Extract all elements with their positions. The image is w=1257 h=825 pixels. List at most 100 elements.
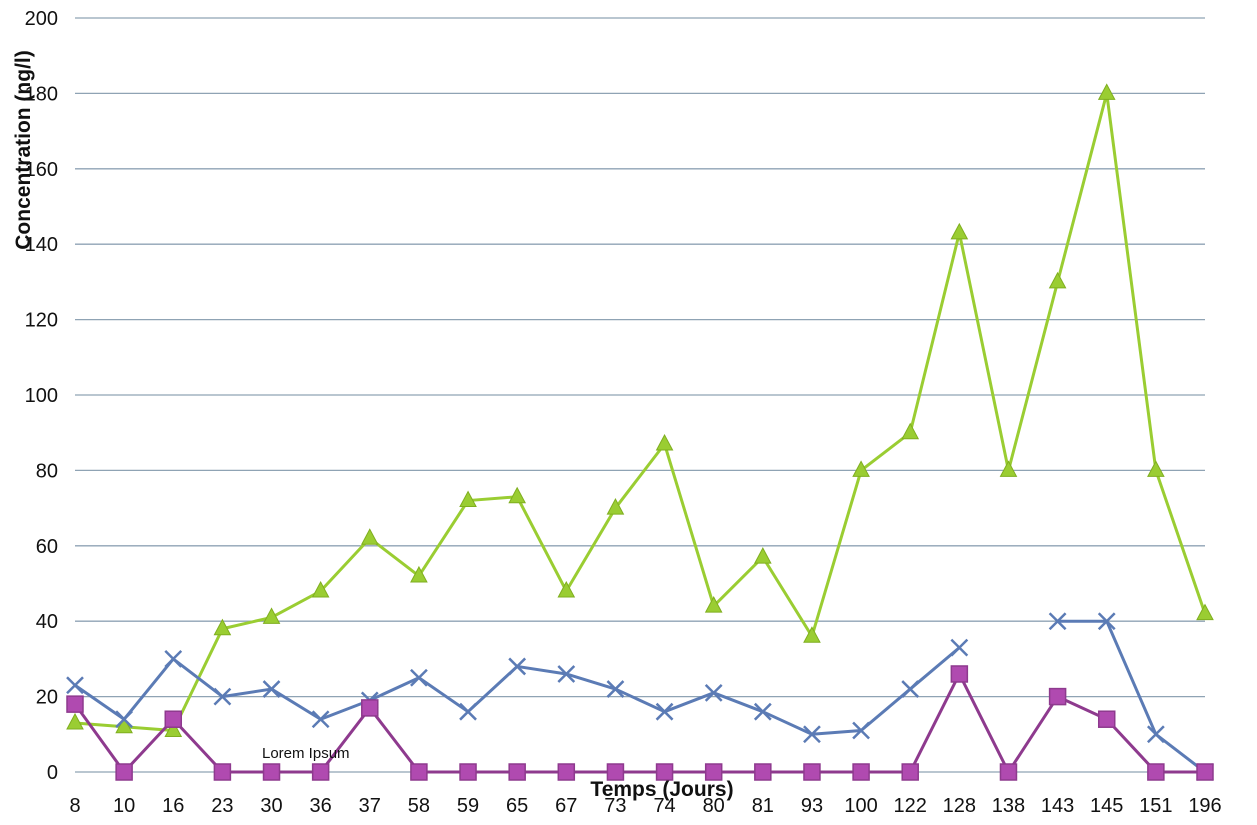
data-point <box>1146 725 1165 744</box>
data-point <box>557 580 576 598</box>
data-point <box>1147 763 1165 781</box>
data-point <box>311 710 330 729</box>
data-point <box>1097 83 1116 100</box>
x-tick-label: 73 <box>604 795 626 817</box>
data-point <box>655 702 674 721</box>
data-point <box>213 618 232 636</box>
data-point <box>606 680 625 698</box>
data-point <box>753 702 772 721</box>
data-point <box>655 433 674 451</box>
data-point <box>999 763 1018 781</box>
x-tick-label: 8 <box>69 795 80 817</box>
series-line <box>74 91 1207 733</box>
data-point <box>115 763 133 781</box>
data-point <box>262 607 281 624</box>
y-axis-title: Concentration (ng/l) <box>12 50 35 249</box>
x-tick-label: 151 <box>1139 795 1172 817</box>
data-point <box>213 687 232 706</box>
x-tick-label: 58 <box>408 795 430 817</box>
x-tick-label: 10 <box>113 795 135 817</box>
data-point <box>508 657 527 676</box>
data-point <box>361 699 379 717</box>
data-point <box>311 580 330 598</box>
x-tick-label: 128 <box>943 795 976 817</box>
x-tick-label: 16 <box>162 795 184 817</box>
data-point <box>852 763 870 781</box>
data-point <box>164 650 183 668</box>
data-point <box>704 763 723 781</box>
x-tick-label: 81 <box>752 795 774 817</box>
data-point <box>754 763 772 781</box>
data-point <box>66 695 84 713</box>
data-point <box>1147 460 1165 477</box>
x-tick-label: 93 <box>801 795 823 817</box>
data-point <box>508 486 527 504</box>
data-point <box>950 665 969 683</box>
data-point <box>557 665 576 683</box>
data-point <box>803 626 821 643</box>
data-point <box>803 725 821 744</box>
data-point <box>66 676 84 695</box>
data-point <box>950 222 969 240</box>
data-point <box>803 763 821 781</box>
x-tick-label: 122 <box>894 795 927 817</box>
data-point <box>410 763 428 781</box>
data-point <box>753 547 772 564</box>
data-point <box>1048 687 1067 706</box>
y-tick-label: 40 <box>36 611 58 633</box>
series-group <box>66 83 1214 781</box>
y-tick-label: 180 <box>25 83 58 105</box>
x-tick-labels: 8 10 16 23 30 36 37 58 59 65 67 73 74 80 81 93 100 122 128… <box>69 795 1221 817</box>
data-point <box>459 490 477 508</box>
data-point <box>262 763 281 781</box>
y-tick-label: 20 <box>36 687 58 709</box>
data-point <box>360 528 379 545</box>
data-point <box>1097 612 1116 631</box>
series-square <box>66 665 1214 781</box>
data-point <box>655 763 674 781</box>
data-point <box>164 710 183 728</box>
x-tick-label: 138 <box>992 795 1025 817</box>
data-point <box>459 763 477 781</box>
y-tick-label: 120 <box>25 310 58 332</box>
y-tick-label: 80 <box>36 460 58 482</box>
data-point <box>950 638 969 657</box>
data-point <box>115 710 134 729</box>
x-tick-label: 74 <box>653 795 675 817</box>
series-triangle <box>66 83 1214 738</box>
x-axis-title: Temps (Jours) <box>590 778 733 801</box>
x-tick-label: 30 <box>260 795 282 817</box>
x-tick-label: 100 <box>844 795 877 817</box>
data-point <box>999 460 1018 477</box>
data-point <box>606 763 625 781</box>
data-point <box>164 720 183 738</box>
data-point <box>1048 612 1067 631</box>
y-tick-label: 0 <box>47 762 58 784</box>
x-tick-label: 37 <box>359 795 381 817</box>
series-line <box>73 672 1205 774</box>
series-line <box>1057 619 1206 774</box>
data-point <box>557 763 576 781</box>
data-point <box>901 680 920 698</box>
data-point <box>901 422 920 440</box>
y-tick-label: 200 <box>25 8 58 30</box>
x-tick-label: 36 <box>310 795 332 817</box>
data-point <box>852 460 870 477</box>
y-tick-label: 140 <box>25 234 58 256</box>
data-point <box>262 680 281 698</box>
data-point <box>1048 271 1067 289</box>
data-point <box>115 716 133 734</box>
data-point <box>852 721 870 740</box>
data-point <box>1097 710 1116 728</box>
x-tick-label: 145 <box>1090 795 1123 817</box>
annotation-text: Lorem Ipsum <box>262 745 350 762</box>
data-point <box>508 763 526 781</box>
y-tick-label: 160 <box>25 159 58 181</box>
data-point <box>901 763 919 781</box>
data-point <box>606 498 625 515</box>
x-tick-label: 80 <box>703 795 725 817</box>
grid-lines <box>75 17 1205 773</box>
data-point <box>410 668 428 687</box>
data-point <box>704 683 723 702</box>
